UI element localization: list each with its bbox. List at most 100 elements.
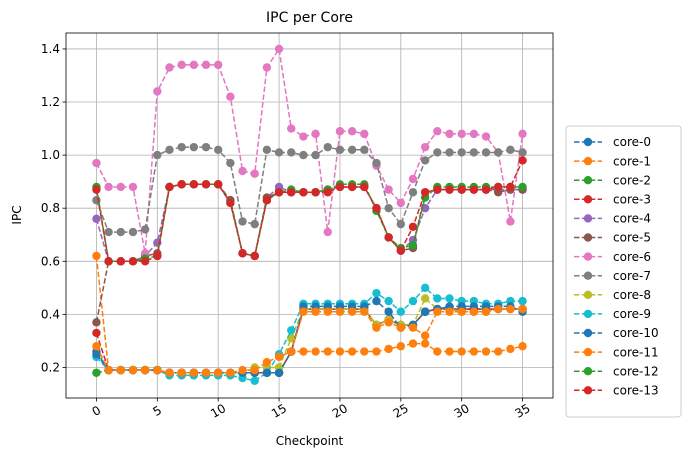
data-point <box>518 304 527 314</box>
data-point <box>335 145 345 154</box>
data-point <box>177 142 186 152</box>
data-point <box>104 182 113 192</box>
data-point <box>250 365 259 375</box>
data-point <box>347 145 357 154</box>
data-point <box>457 347 466 356</box>
legend-swatch-marker <box>583 176 593 185</box>
data-point <box>201 60 211 70</box>
data-point <box>311 347 320 356</box>
data-point <box>323 307 332 316</box>
data-point <box>238 365 247 375</box>
plot-frame <box>65 32 554 399</box>
legend-label: core-0 <box>613 135 651 149</box>
data-point <box>433 127 442 136</box>
data-point <box>287 347 296 356</box>
data-point <box>213 368 223 377</box>
data-point <box>433 294 442 303</box>
data-point <box>274 188 284 197</box>
data-point <box>274 148 284 157</box>
data-point <box>153 87 162 96</box>
data-point <box>189 60 199 70</box>
data-point <box>408 339 418 348</box>
x-tick-label: 35 <box>512 401 532 421</box>
data-point <box>250 251 259 261</box>
legend-item: core-7 <box>574 269 651 283</box>
data-point <box>335 182 345 192</box>
legend-item: core-9 <box>574 307 651 321</box>
data-point <box>92 251 101 261</box>
data-point <box>153 251 162 261</box>
data-point <box>299 132 308 141</box>
data-point <box>128 182 138 192</box>
legend-item: core-12 <box>574 364 659 378</box>
data-point <box>506 182 515 192</box>
data-point <box>360 307 369 316</box>
data-point <box>274 44 284 54</box>
data-point <box>92 328 101 338</box>
legend: core-0 core-1 core-2 core-3 core-4 core-5 core… <box>565 125 682 418</box>
legend-swatch-marker <box>583 290 593 299</box>
data-point <box>408 323 418 332</box>
data-point <box>469 307 479 316</box>
data-point <box>433 347 442 356</box>
data-point <box>360 182 369 192</box>
data-point <box>311 307 320 316</box>
data-point <box>177 180 186 189</box>
data-point <box>420 339 430 348</box>
legend-swatch-marker <box>583 156 593 166</box>
data-point <box>250 376 259 385</box>
data-point <box>226 368 235 377</box>
series-core-7 <box>92 142 527 237</box>
legend-swatch-marker <box>583 137 593 147</box>
data-point <box>128 227 138 237</box>
data-point <box>92 318 101 327</box>
data-point <box>226 198 235 208</box>
data-point <box>104 365 113 375</box>
data-point <box>445 148 454 157</box>
data-point <box>238 249 247 258</box>
data-point <box>153 150 162 160</box>
data-point <box>311 188 320 197</box>
data-point <box>518 296 527 306</box>
data-point <box>433 307 442 316</box>
x-tick-label: 15 <box>269 401 289 421</box>
data-point <box>116 365 125 375</box>
series-core-11 <box>92 304 527 377</box>
data-point <box>287 124 296 133</box>
data-point <box>287 148 296 157</box>
data-point <box>262 196 272 205</box>
legend-item: core-1 <box>574 154 651 168</box>
data-point <box>518 342 527 351</box>
data-point <box>457 185 466 194</box>
data-point <box>311 150 320 160</box>
data-point <box>372 296 381 306</box>
y-tick-label: 1.0 <box>41 148 60 162</box>
legend-item: core-13 <box>574 384 659 398</box>
data-point <box>238 166 247 176</box>
chart-title: IPC per Core <box>266 10 353 26</box>
data-point <box>445 294 454 303</box>
data-point <box>445 307 454 316</box>
data-point <box>457 307 466 316</box>
data-point <box>494 148 503 157</box>
data-point <box>384 233 393 242</box>
x-tick-label: 10 <box>208 401 228 421</box>
legend-item: core-2 <box>574 173 651 187</box>
data-point <box>299 347 308 356</box>
data-point <box>250 169 259 178</box>
data-point <box>299 188 308 197</box>
y-tick-label: 0.4 <box>41 307 60 321</box>
data-point <box>469 347 479 356</box>
data-point <box>335 347 345 356</box>
data-point <box>481 307 491 316</box>
data-point <box>433 148 442 157</box>
data-point <box>384 307 393 316</box>
legend-item: core-6 <box>574 250 651 264</box>
data-point <box>128 365 138 375</box>
x-tick-label: 30 <box>452 401 472 421</box>
data-point <box>506 217 515 226</box>
data-point <box>92 368 101 377</box>
legend-swatch-marker <box>583 367 593 376</box>
y-tick-label: 1.2 <box>41 95 60 109</box>
data-point <box>201 180 211 189</box>
